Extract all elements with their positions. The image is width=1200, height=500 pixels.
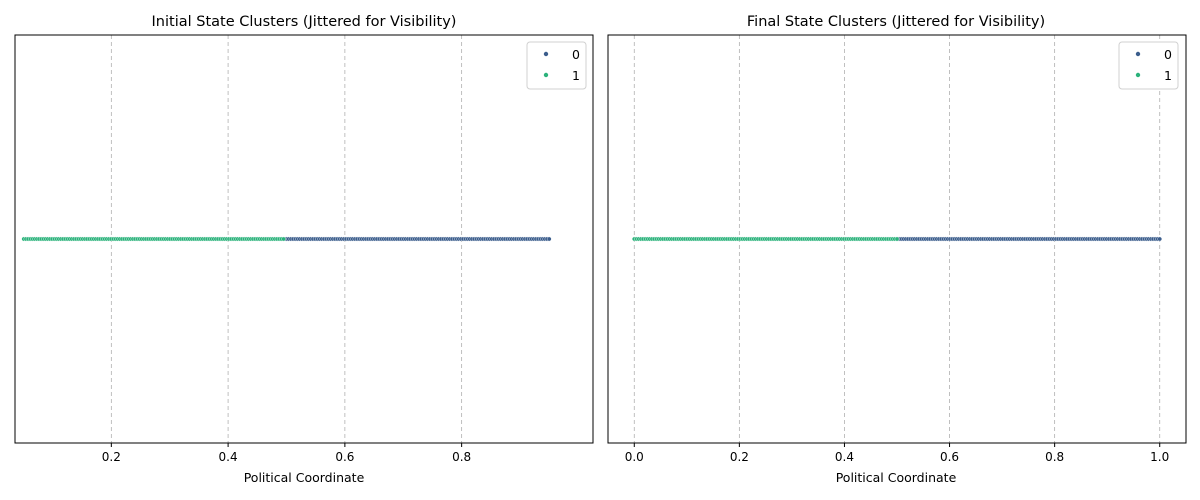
legend-label-0: 0 [572,47,580,62]
x-tick-label: 0.4 [835,450,854,464]
legend-label-0: 0 [1164,47,1172,62]
x-tick-label: 0.6 [940,450,959,464]
final-state-panel: Final State Clusters (Jittered for Visib… [607,14,1187,485]
scatter-point-series-1 [281,236,286,242]
x-axis-ticks: 0.0 0.2 0.4 0.6 0.8 1.0 [625,443,1169,464]
x-tick-label: 0.2 [102,450,121,464]
scatter-point-series-0 [546,236,552,242]
x-axis-label: Political Coordinate [244,470,365,485]
x-tick-label: 1.0 [1150,450,1169,464]
x-tick-label: 0.0 [625,450,644,464]
legend-marker-1 [1135,72,1141,78]
scatter-point-series-0 [1157,236,1163,242]
legend-marker-0 [1135,51,1141,57]
scatter-points [631,236,1163,242]
chart-title: Initial State Clusters (Jittered for Vis… [152,14,457,30]
x-tick-label: 0.8 [452,450,471,464]
legend-marker-1 [543,72,549,78]
legend-label-1: 1 [572,68,580,83]
initial-state-panel: Initial State Clusters (Jittered for Vis… [14,14,594,485]
plot-frame [607,34,1187,444]
x-axis-ticks: 0.2 0.4 0.6 0.8 [102,443,471,464]
scatter-point-series-1 [894,236,900,242]
scatter-points [21,236,552,242]
x-axis-label: Political Coordinate [836,470,957,485]
legend: 0 1 [1118,41,1179,90]
plot-frame [14,34,594,444]
legend-label-1: 1 [1164,68,1172,83]
chart-title: Final State Clusters (Jittered for Visib… [747,14,1045,30]
legend-marker-0 [543,51,549,57]
legend-box [1118,41,1179,90]
legend-box [526,41,587,90]
legend: 0 1 [526,41,587,90]
x-tick-label: 0.6 [335,450,354,464]
x-tick-label: 0.2 [730,450,749,464]
x-tick-label: 0.8 [1045,450,1064,464]
x-tick-label: 0.4 [219,450,238,464]
